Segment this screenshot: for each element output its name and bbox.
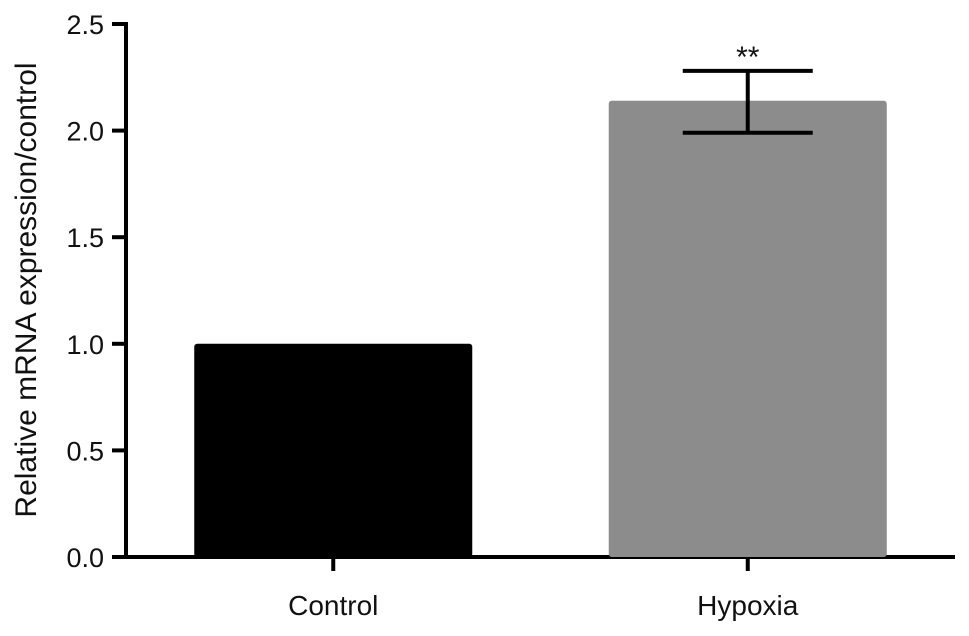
y-tick-label: 1.5 bbox=[66, 223, 104, 253]
bar-hypoxia bbox=[608, 100, 887, 557]
x-tick-label: Control bbox=[288, 590, 378, 621]
y-axis-title: Relative mRNA expression/control bbox=[10, 62, 43, 517]
y-tick-label: 2.0 bbox=[66, 117, 104, 147]
y-tick-label: 0.0 bbox=[66, 543, 104, 573]
bars bbox=[194, 100, 887, 557]
y-axis: 0.0 0.5 1.0 1.5 2.0 2.5 bbox=[66, 10, 128, 573]
x-axis: Control Hypoxia bbox=[124, 555, 955, 621]
error-bars bbox=[682, 68, 813, 135]
x-tick-label: Hypoxia bbox=[697, 590, 799, 621]
significance-annotation: ** bbox=[736, 41, 760, 74]
y-tick-label: 1.0 bbox=[66, 330, 104, 360]
y-tick-label: 2.5 bbox=[66, 10, 104, 40]
bar-control bbox=[194, 343, 473, 557]
annotations: ** bbox=[736, 41, 760, 74]
y-tick-label: 0.5 bbox=[66, 436, 104, 466]
